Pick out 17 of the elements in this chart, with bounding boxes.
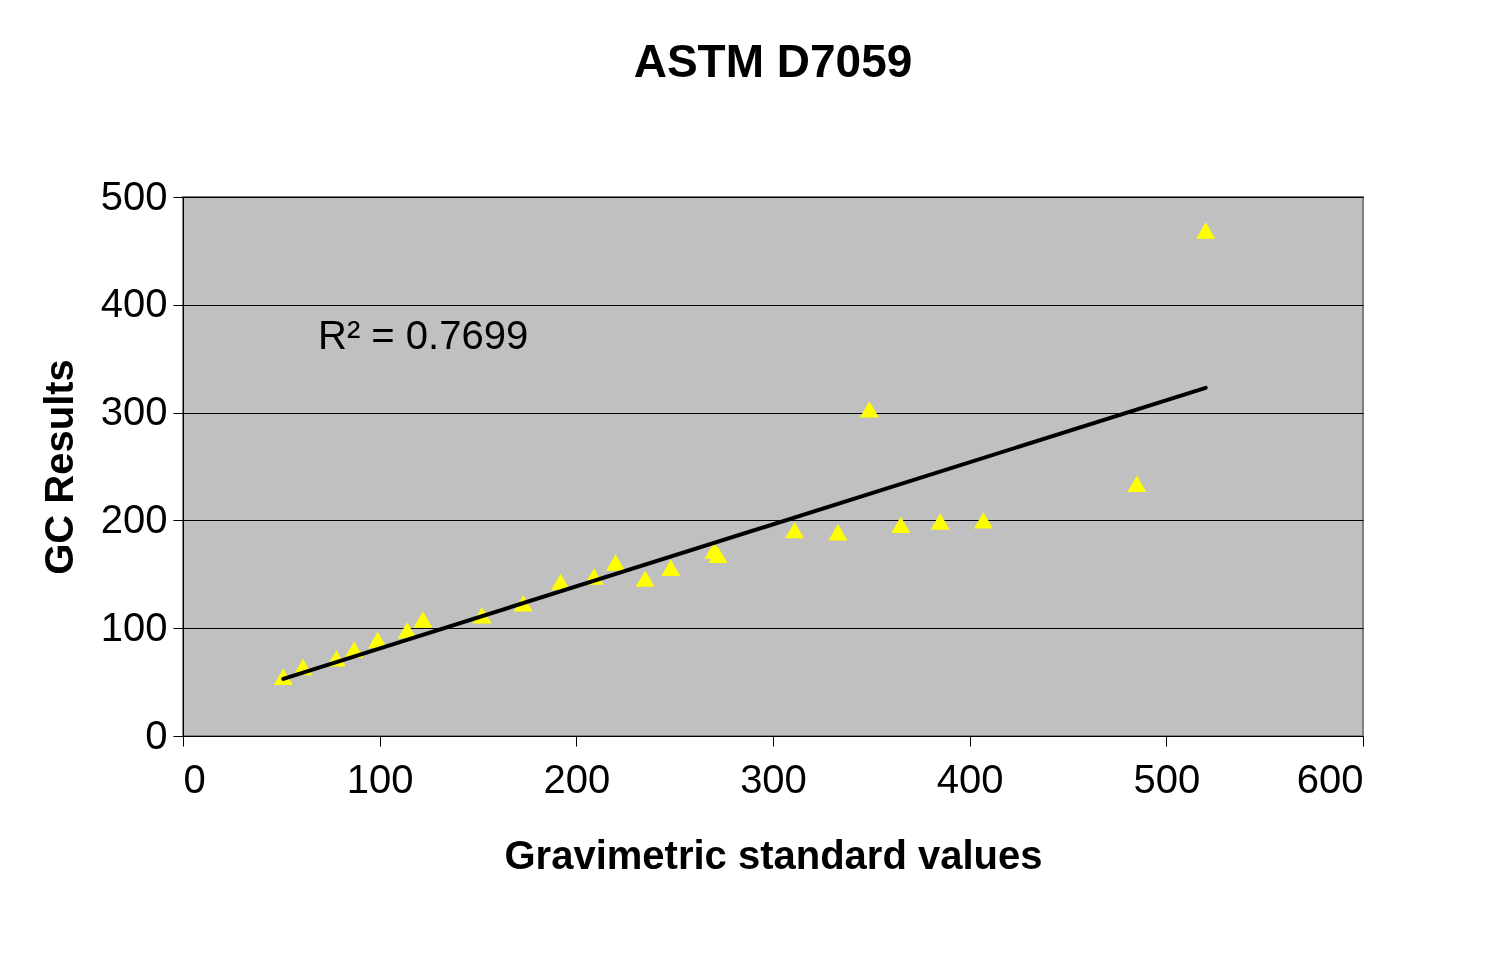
x-axis-title: Gravimetric standard values	[504, 832, 1043, 877]
y-tick-label: 100	[100, 604, 168, 649]
chart-title: ASTM D7059	[633, 35, 913, 87]
x-tick-label: 600	[1296, 756, 1364, 801]
y-tick-label: 0	[145, 712, 168, 757]
y-tick-label: 200	[100, 496, 168, 541]
x-tick-label: 500	[1133, 756, 1201, 801]
y-tick-label: 400	[100, 281, 168, 326]
y-tick-label: 300	[100, 389, 168, 434]
x-tick-label: 0	[183, 756, 206, 801]
x-tick-label: 200	[543, 756, 611, 801]
y-tick-label: 500	[100, 173, 168, 218]
y-axis-title: GC Results	[36, 359, 81, 575]
x-tick-label: 400	[936, 756, 1004, 801]
x-tick-label: 100	[346, 756, 414, 801]
x-tick-label: 300	[740, 756, 807, 801]
annotation: R² = 0.7699	[318, 313, 529, 357]
